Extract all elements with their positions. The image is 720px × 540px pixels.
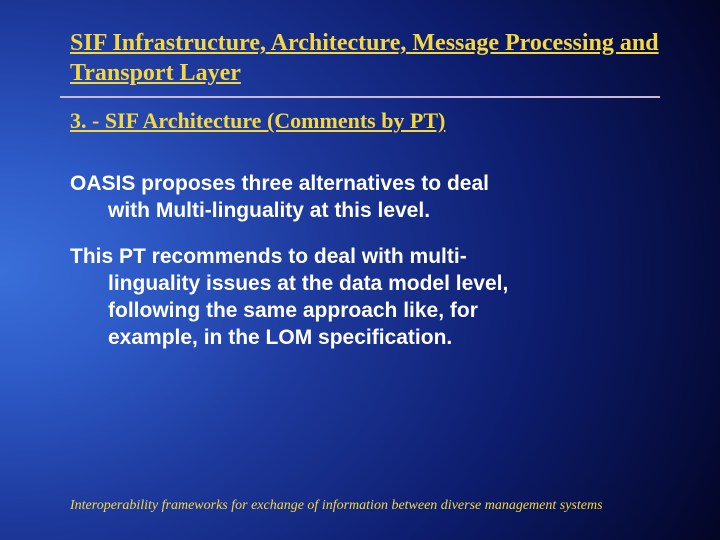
para2-line2: linguality issues at the data model leve…	[70, 270, 660, 297]
slide-subtitle: 3. - SIF Architecture (Comments by PT)	[70, 108, 670, 134]
para2-line3: following the same approach like, for	[70, 297, 660, 324]
para1-line2: with Multi-linguality at this level.	[70, 197, 660, 224]
para1-line1: OASIS proposes three alternatives to dea…	[70, 172, 489, 195]
slide-container: SIF Infrastructure, Architecture, Messag…	[0, 0, 720, 540]
para2-line1: This PT recommends to deal with multi-	[70, 245, 467, 268]
paragraph-1: OASIS proposes three alternatives to dea…	[70, 170, 670, 225]
slide-footer: Interoperability frameworks for exchange…	[70, 497, 660, 515]
slide-title: SIF Infrastructure, Architecture, Messag…	[70, 28, 670, 88]
paragraph-2: This PT recommends to deal with multi- l…	[70, 243, 670, 352]
para2-line4: example, in the LOM specification.	[70, 324, 660, 351]
title-divider	[60, 96, 660, 98]
